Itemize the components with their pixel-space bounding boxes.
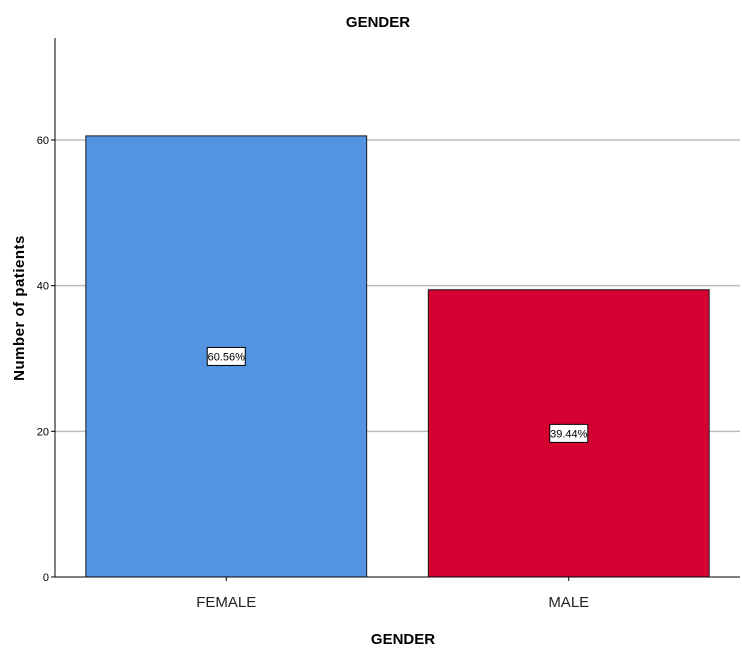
data-label-box bbox=[206, 346, 246, 366]
x-axis-title: GENDER bbox=[371, 631, 435, 648]
x-tick-label-male: MALE bbox=[548, 594, 589, 611]
data-label-box bbox=[549, 423, 589, 443]
y-ticks: 0 20 40 60 bbox=[37, 135, 55, 584]
x-tick-labels: FEMALE MALE bbox=[196, 577, 589, 611]
y-tick-label: 0 bbox=[43, 572, 49, 584]
bars bbox=[85, 135, 710, 578]
data-label-female: 60.56% bbox=[208, 351, 246, 363]
y-tick-label: 40 bbox=[37, 281, 49, 293]
y-axis-title: Number of patients bbox=[11, 235, 28, 381]
y-tick-label: 20 bbox=[37, 426, 49, 438]
y-tick-label: 60 bbox=[37, 135, 49, 147]
axes bbox=[54, 38, 740, 578]
data-labels: 60.56% 39.44% bbox=[206, 346, 589, 443]
chart-title: GENDER bbox=[346, 14, 410, 31]
data-label-male: 39.44% bbox=[550, 428, 588, 440]
x-tick-label-female: FEMALE bbox=[196, 594, 256, 611]
